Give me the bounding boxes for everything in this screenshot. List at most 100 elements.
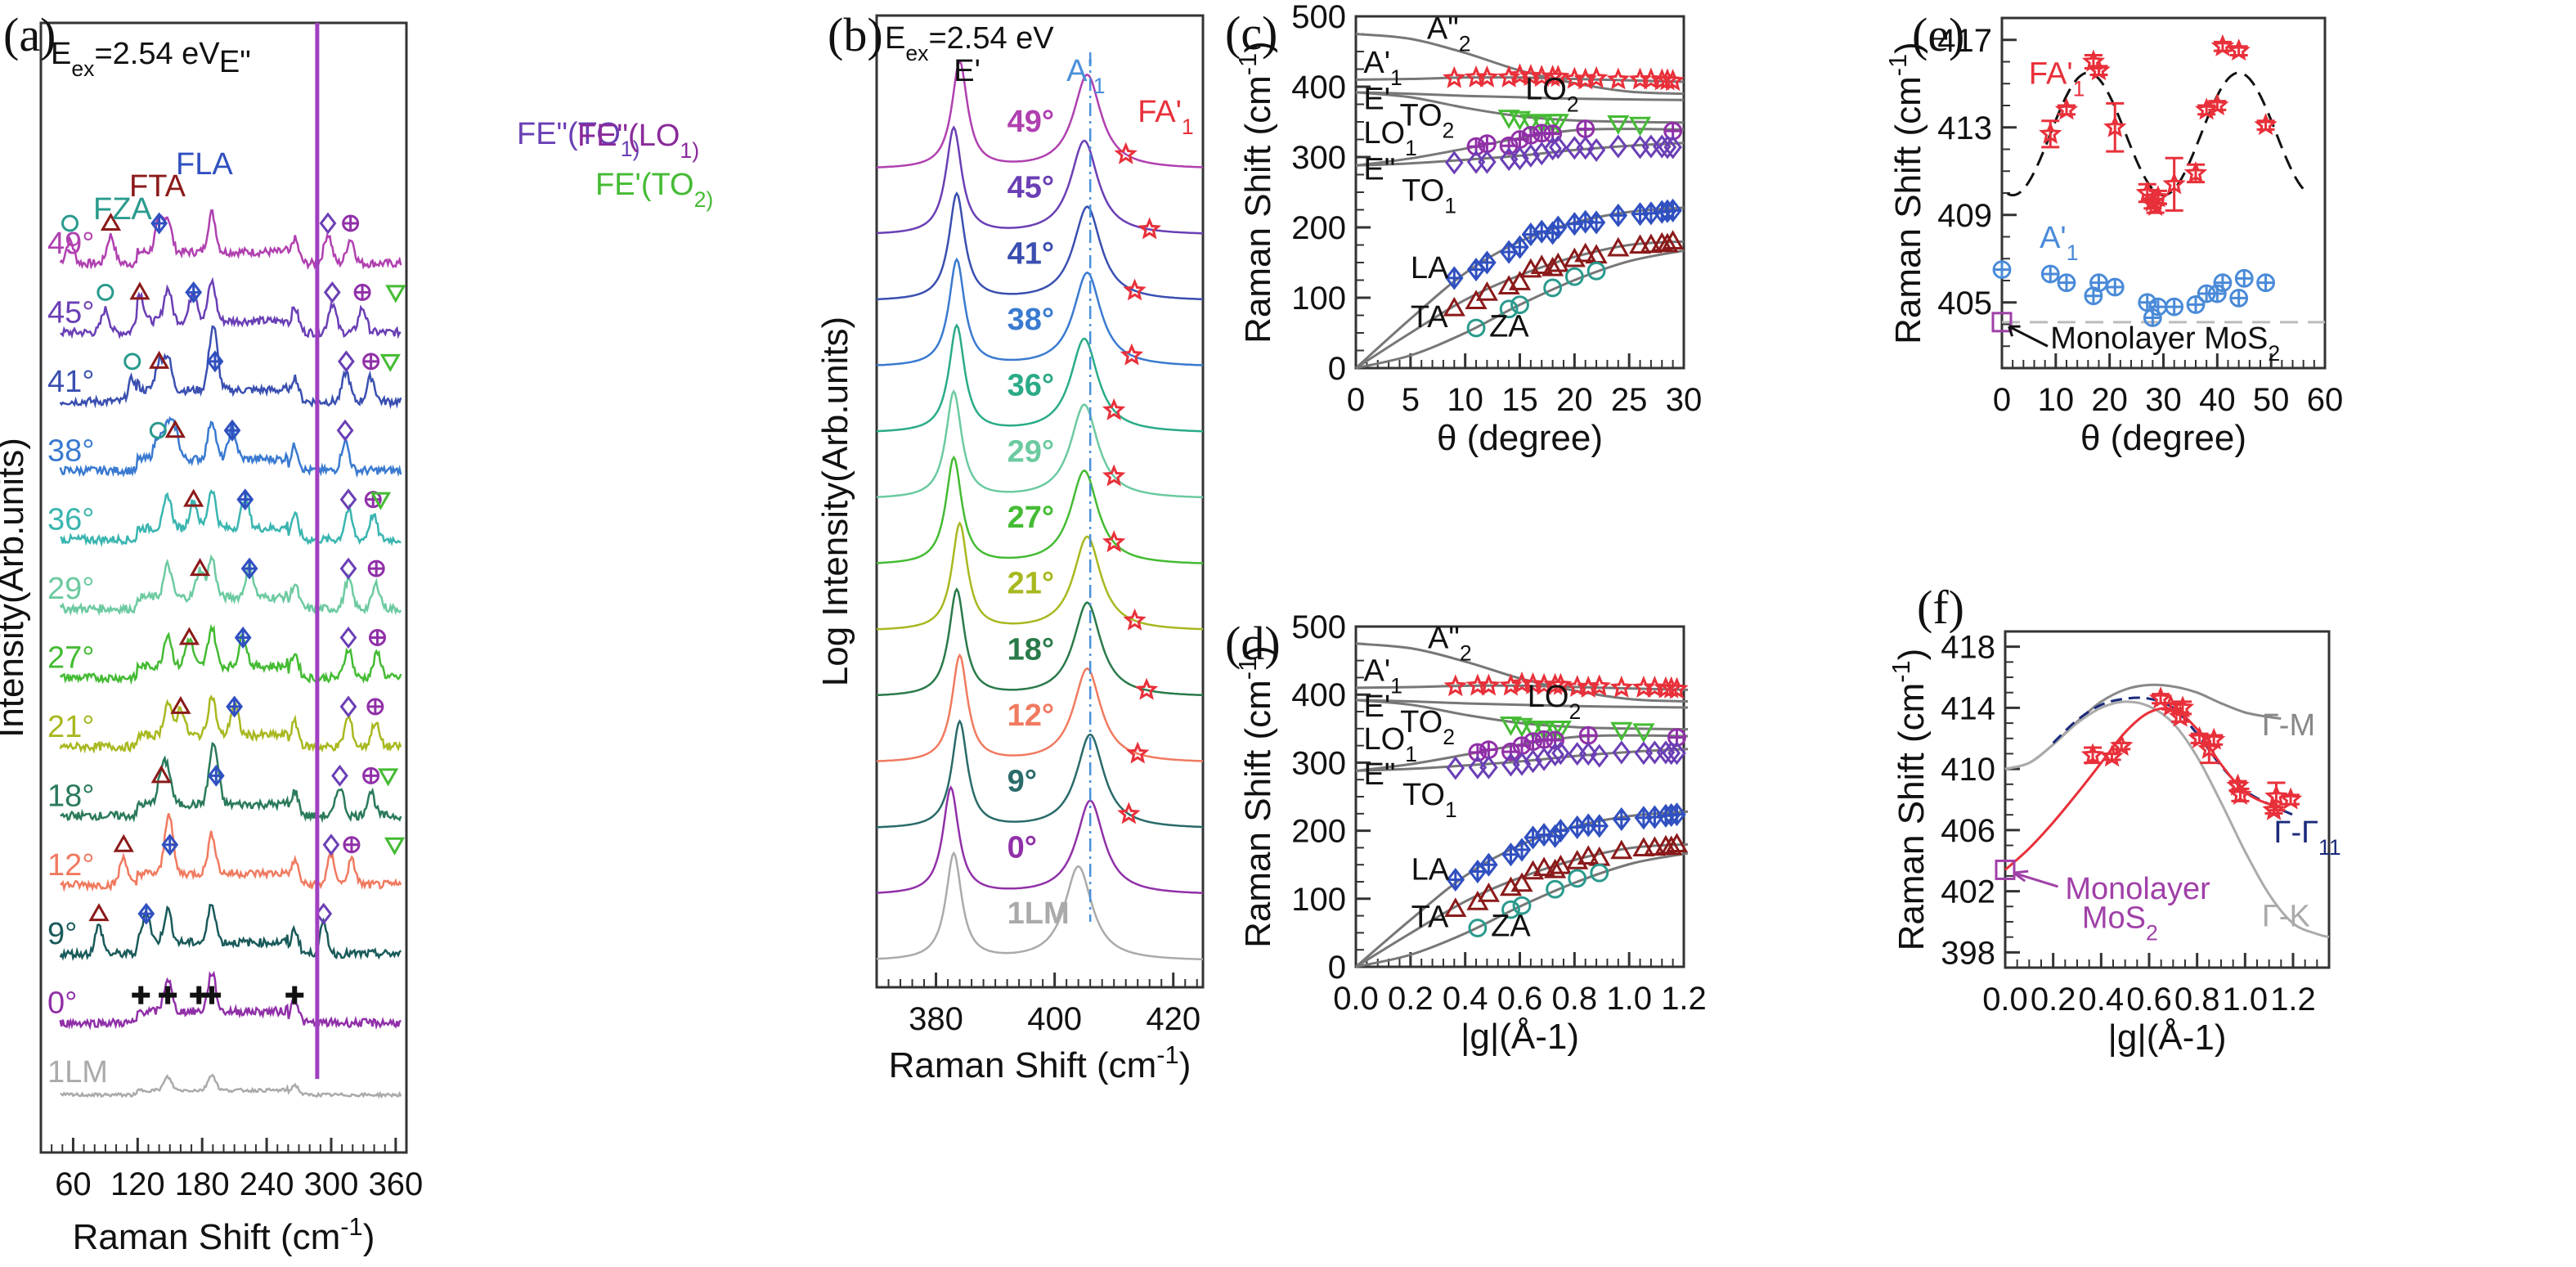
y-tick-label: 417: [1937, 23, 1992, 59]
gamma-M-label: Γ-M: [2262, 708, 2315, 743]
star-marker: [1609, 675, 1634, 698]
triangle-up-marker: [1656, 232, 1679, 253]
x-tick-label: 0.0: [1333, 981, 1379, 1017]
spectrum-18deg: [60, 741, 402, 824]
circle-plus-marker: [1578, 726, 1598, 745]
log-spectrum-41deg: [876, 191, 1203, 301]
plus-shape: [238, 490, 253, 509]
triangle-up-marker: [1542, 256, 1564, 276]
triangle-up-marker: [1662, 230, 1685, 249]
plus-shape: [363, 353, 379, 369]
angle-label: 36°: [1008, 369, 1054, 403]
angle-label: 9°: [1008, 765, 1037, 799]
angle-label: 27°: [1008, 501, 1054, 535]
spectrum-45deg: [60, 276, 402, 339]
triangle-up-marker: [1444, 897, 1467, 918]
branch-label: E': [1363, 83, 1390, 117]
spectrum-21deg: [59, 694, 402, 754]
y-tick-label: 400: [1291, 677, 1346, 713]
circle-marker: [1543, 278, 1562, 298]
plot-frame: [875, 14, 1205, 989]
diamond-plus-marker: [1663, 198, 1682, 222]
branch-label: ZA: [1489, 309, 1529, 344]
star-marker: [2103, 115, 2127, 137]
branch-label: TA: [1411, 901, 1449, 935]
dispersion-curve: [1355, 91, 1685, 124]
peak-family-label: FZA: [93, 192, 152, 227]
cross-marker: [203, 986, 222, 1004]
triangle-down-marker: [1607, 115, 1630, 135]
y-tick-label: 200: [1291, 814, 1346, 850]
diamond-plus-marker: [1512, 838, 1532, 862]
dispersion-curve: [1355, 142, 1685, 167]
circle-marker: [96, 283, 114, 301]
diamond-marker: [322, 833, 340, 856]
circle-plus-marker: [2089, 273, 2108, 293]
angle-label: 12°: [1008, 699, 1054, 733]
arrow-icon: [2013, 869, 2058, 888]
panel-label: (b): [828, 8, 883, 61]
spectrum-27deg: [59, 623, 402, 685]
plus-shape: [1503, 844, 1519, 865]
triangle-down-marker: [1549, 721, 1572, 740]
plus-shape: [209, 766, 223, 785]
series-MonolayerMoS2: [1991, 312, 2013, 333]
circle-plus-marker: [2186, 295, 2206, 314]
x-axis-label: |g|(Å-1): [2107, 1018, 2226, 1058]
diamond-marker: [1658, 135, 1677, 159]
star-marker: [2262, 797, 2286, 820]
spectrum-1LM: [60, 1073, 402, 1099]
triangle-down-marker: [385, 285, 406, 303]
triangle-down-marker: [379, 353, 401, 372]
branch-label: TO1: [1402, 173, 1456, 218]
panel-label: (e): [1912, 8, 1964, 61]
star-marker: [2039, 121, 2062, 144]
x-tick-label: 40: [2199, 382, 2236, 418]
star-marker: [2110, 734, 2134, 757]
circle-plus-marker: [2143, 308, 2162, 327]
spectrum-9deg: [59, 903, 402, 961]
plus-shape: [1479, 135, 1496, 152]
star-marker: [1443, 674, 1468, 697]
diamond-marker: [323, 281, 341, 303]
branch-label: E": [1363, 757, 1395, 792]
x-tick-label: 1.0: [2223, 982, 2269, 1018]
series-FTA: [1444, 833, 1689, 918]
star-marker: [1661, 69, 1685, 92]
diamond-marker: [339, 557, 357, 580]
series-FZA: [1468, 863, 1609, 937]
diamond-plus-marker: [226, 695, 244, 718]
diamond-plus-marker: [137, 902, 155, 925]
plus-shape: [2107, 279, 2124, 295]
triangle-up-marker: [1610, 839, 1633, 860]
plus-shape: [1468, 259, 1484, 280]
x-tick-label: 60: [2307, 382, 2344, 418]
y-axis-label: Log Intensity(Arb.units): [815, 317, 855, 686]
plus-shape: [152, 214, 167, 232]
plus-shape: [227, 697, 242, 716]
star-marker: [1477, 673, 1501, 696]
y-tick-label: 500: [1291, 0, 1346, 35]
dispersion-curve: [1355, 851, 1689, 968]
diamond-marker: [337, 350, 355, 373]
triangle-up-marker: [113, 833, 134, 852]
star-marker: [1120, 343, 1144, 366]
diamond-marker: [1667, 741, 1686, 766]
triangle-up-marker: [100, 212, 122, 231]
log-spectrum-27deg: [876, 455, 1204, 564]
x-tick-label: 420: [1146, 1001, 1200, 1037]
plus-shape: [242, 559, 257, 578]
series-FA1: [1443, 671, 1689, 699]
angle-label: 1LM: [1008, 896, 1070, 931]
x-tick-label: 20: [2091, 382, 2128, 418]
E-doubleprime-label: E": [219, 45, 251, 79]
plus-shape: [355, 285, 370, 300]
cross-marker: [159, 986, 177, 1004]
x-axis-label: θ (degree): [1437, 418, 1603, 458]
series-FETO1: [1446, 740, 1686, 780]
diamond-plus-marker: [1478, 250, 1497, 275]
y-tick-label: 398: [1941, 935, 1995, 971]
star-marker: [1123, 278, 1147, 301]
